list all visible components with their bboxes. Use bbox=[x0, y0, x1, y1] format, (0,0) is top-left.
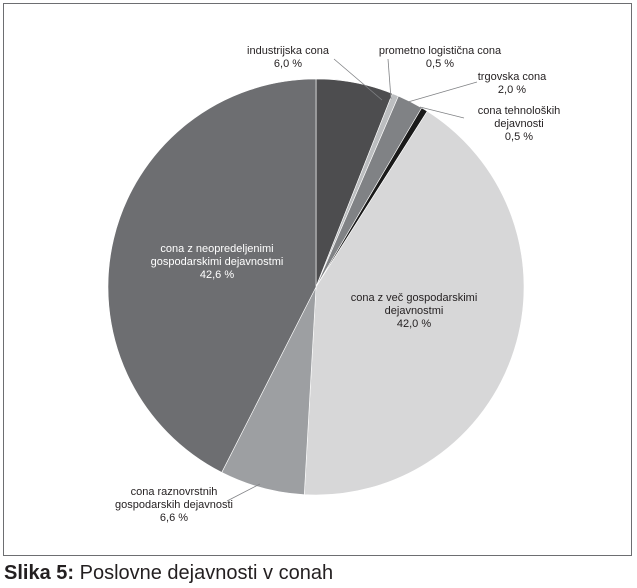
leader-line bbox=[333, 58, 383, 101]
figure-caption: Slika 5: Poslovne dejavnosti v conah bbox=[4, 561, 333, 585]
slice-label: prometno logistična cona 0,5 % bbox=[379, 45, 502, 70]
slice-label: cona z neopredeljenimi gospodarskimi deja… bbox=[151, 243, 284, 281]
leader-line bbox=[419, 106, 465, 119]
leader-line bbox=[226, 483, 261, 502]
pie-slice bbox=[303, 110, 525, 496]
leader-line bbox=[387, 58, 392, 100]
slice-label: cona raznovrstnih gospodarskih dejavnosti… bbox=[115, 486, 233, 524]
leader-line bbox=[407, 81, 478, 103]
slice-label: trgovska cona 2,0 % bbox=[478, 71, 547, 96]
caption-prefix: Slika 5: bbox=[4, 562, 75, 584]
slice-label: cona z več gospodarskimi dejavnostmi 42,0 … bbox=[351, 292, 478, 330]
slice-label: cona tehnoloških dejavnosti 0,5 % bbox=[478, 105, 561, 143]
caption-text: Poslovne dejavnosti v conah bbox=[74, 562, 334, 584]
chart-frame: industrijska cona 6,0 % prometno logističn… bbox=[3, 3, 632, 556]
pie-chart: industrijska cona 6,0 % prometno logističn… bbox=[107, 45, 561, 524]
pie-slice bbox=[107, 78, 317, 473]
slice-label: industrijska cona 6,0 % bbox=[247, 45, 330, 70]
